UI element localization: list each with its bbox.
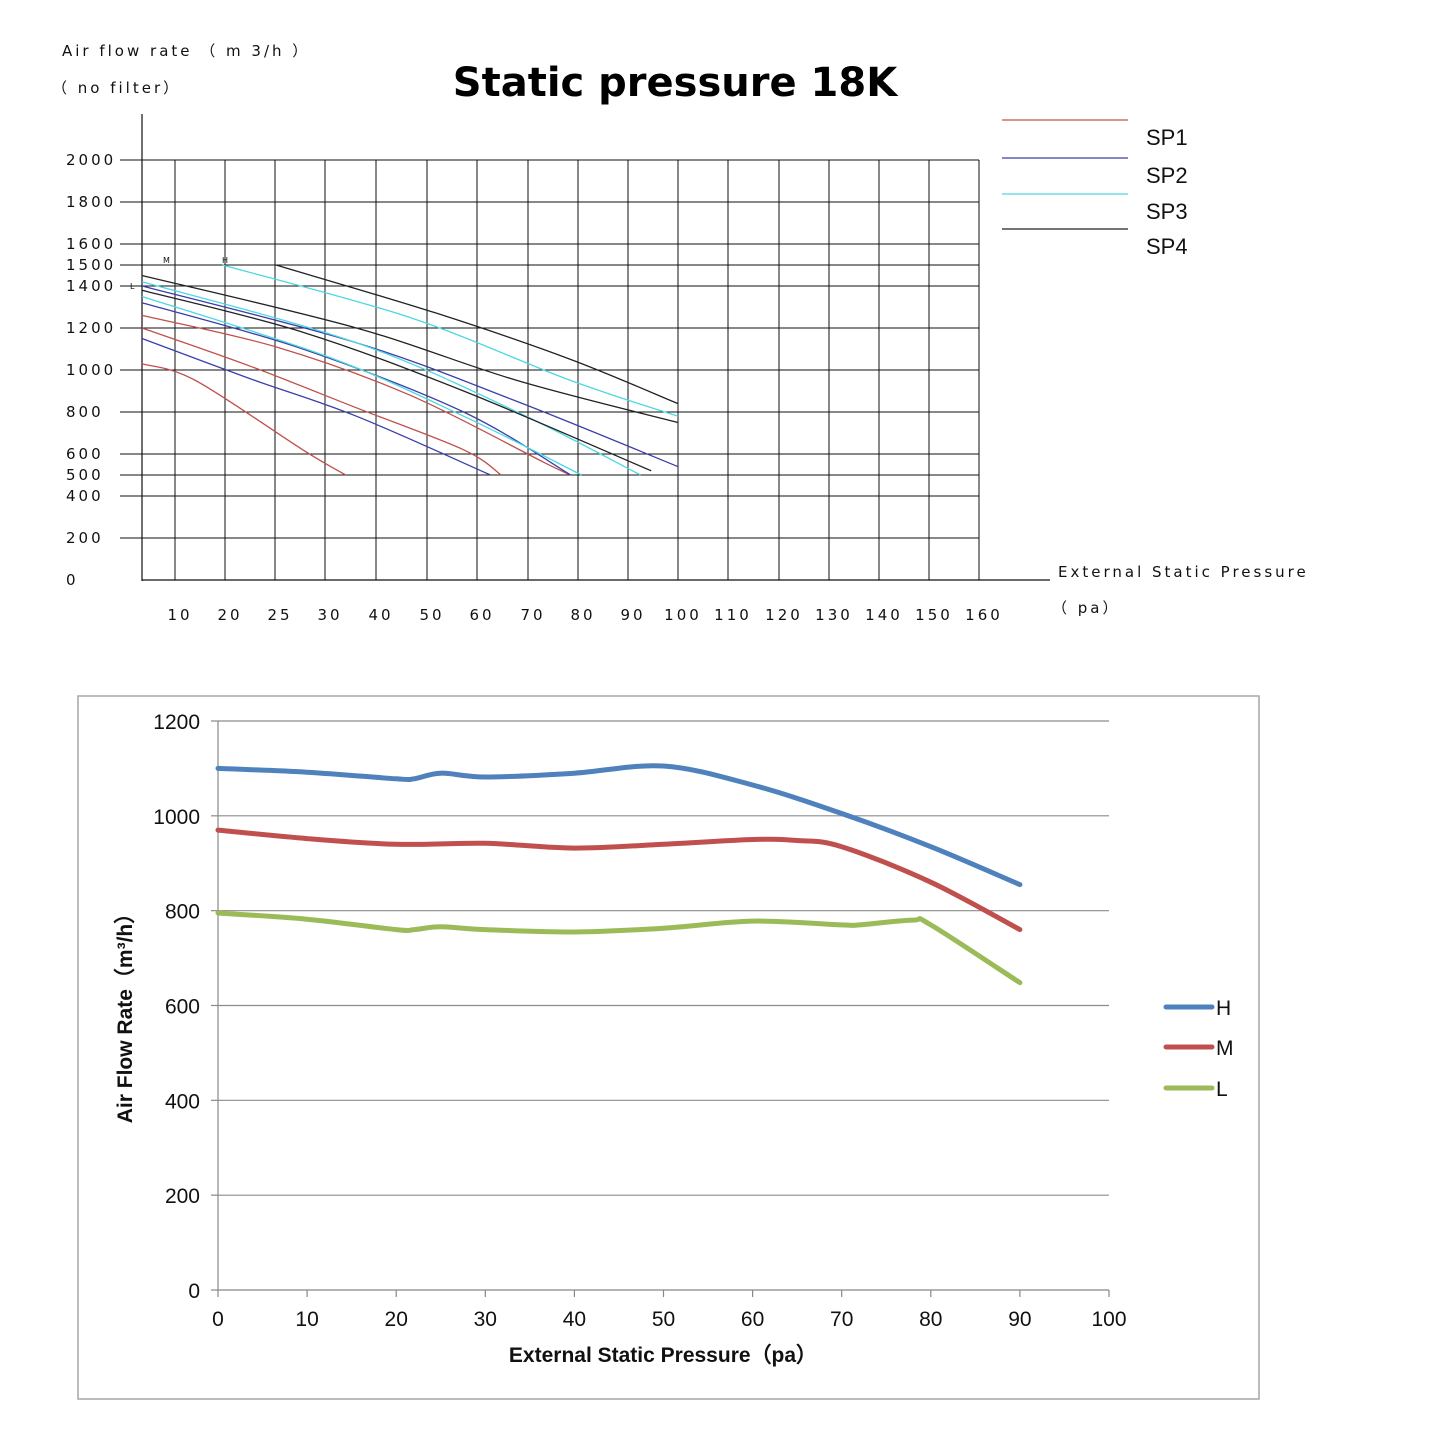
chart2-legend: HML bbox=[1163, 997, 1234, 1101]
chart2-line-l bbox=[215, 910, 1023, 986]
chart1-x-tick-label: 50 bbox=[419, 606, 444, 624]
chart1-curve-sp3-3 bbox=[222, 264, 679, 417]
chart1-legend-label-sp2: SP2 bbox=[1146, 163, 1188, 188]
chart2-x-tick-labels: 0 10 20 30 40 50 60 70 80 90 100 bbox=[212, 1308, 1126, 1331]
chart1-x-tick-label: 40 bbox=[368, 606, 393, 624]
chart1-marker-m: M bbox=[163, 256, 170, 265]
chart2-xlabel: External Static Pressure（pa） bbox=[509, 1343, 817, 1367]
chart1-y-tick-label: 1800 bbox=[66, 193, 116, 211]
chart2-lines bbox=[215, 763, 1023, 986]
chart1-y-tick-label: 600 bbox=[66, 445, 104, 463]
chart1-y-tick-label: 500 bbox=[66, 466, 104, 484]
chart2-x-tick-label: 90 bbox=[1008, 1308, 1031, 1331]
chart1-x-tick-label: 130 bbox=[815, 606, 853, 624]
chart1-curve-sp4-1 bbox=[141, 289, 652, 472]
chart2-ylabel: Air Flow Rate（m³/h） bbox=[113, 903, 137, 1124]
chart1-curve-sp1-2 bbox=[141, 327, 502, 476]
chart1-x-tick-label: 25 bbox=[267, 606, 292, 624]
chart1-y-tick-label: 1400 bbox=[66, 277, 116, 295]
chart1-marker-h: H bbox=[222, 256, 228, 265]
chart1-x-tick-label: 120 bbox=[765, 606, 803, 624]
chart1-legend-label-sp1: SP1 bbox=[1146, 125, 1188, 150]
chart2-x-tick-label: 30 bbox=[474, 1308, 497, 1331]
chart1-x-tick-label: 60 bbox=[469, 606, 494, 624]
chart1-x-tick-label: 140 bbox=[865, 606, 903, 624]
chart1-x-tick-label: 90 bbox=[620, 606, 645, 624]
chart1-x-tick-label: 80 bbox=[570, 606, 595, 624]
chart1-curve-sp3-2 bbox=[141, 281, 641, 476]
chart1: Static pressure 18K Air flow rate （ m 3/… bbox=[52, 42, 1309, 624]
chart1-x-tick-label: 160 bbox=[965, 606, 1003, 624]
chart2-x-tick-label: 80 bbox=[919, 1308, 942, 1331]
chart1-ylabel-line2: （ no filter） bbox=[52, 79, 181, 97]
chart1-legend-label-sp3: SP3 bbox=[1146, 199, 1188, 224]
chart1-curve-sp1-1 bbox=[141, 363, 347, 476]
chart1-xlabel-line1: External Static Pressure bbox=[1058, 563, 1309, 581]
chart1-y-tick-labels: 2000180016001500140012001000800600500400… bbox=[66, 151, 116, 589]
chart1-y-tick-label: 1200 bbox=[66, 319, 116, 337]
chart1-marker-l: L bbox=[130, 282, 135, 291]
chart1-curve-sp4-2 bbox=[141, 274, 679, 424]
chart2-line-h bbox=[215, 763, 1023, 888]
chart1-y-tick-label: 0 bbox=[66, 571, 79, 589]
chart2-y-tick-label: 600 bbox=[165, 996, 200, 1019]
chart1-curve-sp3-1 bbox=[141, 295, 582, 476]
chart1-x-tick-label: 100 bbox=[664, 606, 702, 624]
chart1-x-tick-label: 110 bbox=[714, 606, 752, 624]
chart1-curve-sp2-1 bbox=[141, 337, 491, 476]
chart1-legend-label-sp4: SP4 bbox=[1146, 234, 1188, 259]
chart2-legend-label-m: M bbox=[1216, 1037, 1234, 1060]
chart1-x-tick-label: 150 bbox=[915, 606, 953, 624]
chart2-y-tick-label: 0 bbox=[188, 1280, 200, 1303]
chart1-x-tick-labels: 10 20 25 30 40 50 60 70 80 90 100 110 120 130 140 150 16… bbox=[167, 606, 1003, 624]
chart1-x-tick-label: 20 bbox=[217, 606, 242, 624]
chart1-title: Static pressure 18K bbox=[453, 60, 899, 106]
chart2-y-tick-label: 200 bbox=[165, 1185, 200, 1208]
chart1-y-tick-label: 800 bbox=[66, 403, 104, 421]
chart2: 0 200 400 600 800 1000 1200 0 10 20 30 40 50 60 70 80 9… bbox=[77, 695, 1260, 1400]
chart1-y-tick-label: 1500 bbox=[66, 256, 116, 274]
chart1-y-tick-label: 1000 bbox=[66, 361, 116, 379]
chart2-grid bbox=[211, 720, 1110, 1297]
chart1-xlabel-line2: （ pa） bbox=[1052, 599, 1120, 617]
chart2-x-tick-label: 40 bbox=[563, 1308, 586, 1331]
chart2-x-tick-label: 0 bbox=[212, 1308, 224, 1331]
chart1-x-tick-label: 30 bbox=[317, 606, 342, 624]
chart1-curves bbox=[141, 264, 679, 476]
chart2-y-tick-label: 800 bbox=[165, 901, 200, 924]
chart1-x-tick-label: 10 bbox=[167, 606, 192, 624]
chart1-curve-sp1-3 bbox=[141, 314, 572, 476]
chart2-y-tick-label: 1000 bbox=[153, 806, 200, 829]
chart1-curve-sp4-3 bbox=[275, 264, 679, 405]
chart2-x-tick-label: 10 bbox=[295, 1308, 318, 1331]
chart2-y-tick-label: 400 bbox=[165, 1090, 200, 1113]
chart2-x-tick-label: 70 bbox=[830, 1308, 853, 1331]
chart1-curve-sp2-3 bbox=[141, 285, 679, 468]
chart1-y-tick-label: 2000 bbox=[66, 151, 116, 169]
chart2-x-tick-label: 20 bbox=[385, 1308, 408, 1331]
chart2-y-tick-label: 1200 bbox=[153, 711, 200, 734]
chart1-grid bbox=[120, 114, 1050, 581]
chart1-x-tick-label: 70 bbox=[520, 606, 545, 624]
chart1-ylabel-line1: Air flow rate （ m 3/h ） bbox=[62, 42, 310, 60]
chart2-x-tick-label: 60 bbox=[741, 1308, 764, 1331]
chart2-x-tick-label: 50 bbox=[652, 1308, 675, 1331]
chart1-y-tick-label: 200 bbox=[66, 529, 104, 547]
chart1-legend: SP1 SP2 SP3 SP4 bbox=[1002, 119, 1188, 259]
chart2-x-tick-label: 100 bbox=[1091, 1308, 1126, 1331]
chart1-y-tick-label: 400 bbox=[66, 487, 104, 505]
chart2-legend-label-h: H bbox=[1216, 997, 1231, 1020]
chart2-legend-label-l: L bbox=[1216, 1078, 1228, 1101]
chart2-frame bbox=[77, 695, 1260, 1400]
chart2-y-tick-labels: 0 200 400 600 800 1000 1200 bbox=[153, 711, 200, 1303]
chart1-y-tick-label: 1600 bbox=[66, 235, 116, 253]
chart2-line-m bbox=[215, 827, 1023, 933]
